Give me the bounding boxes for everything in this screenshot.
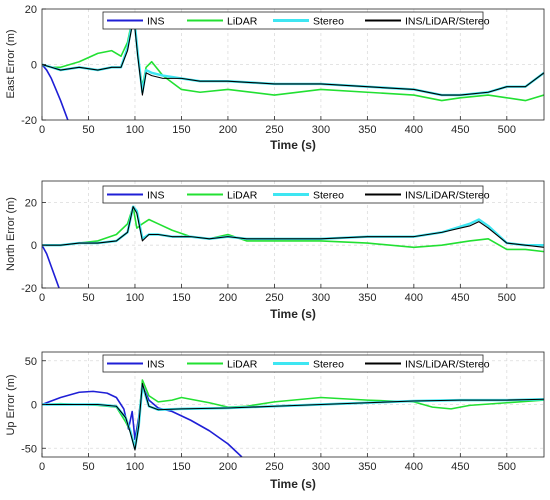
x-tick-label: 50: [82, 461, 94, 473]
x-tick-label: 150: [172, 292, 190, 304]
y-axis-label: Up Error (m): [5, 374, 17, 435]
x-tick-label: 350: [358, 124, 376, 136]
x-axis-label: Time (s): [270, 307, 316, 321]
x-tick-label: 50: [82, 292, 94, 304]
axes-box: [41, 180, 545, 289]
y-tick-label: 20: [25, 197, 37, 209]
legend-label: INS/LiDAR/Stereo: [405, 190, 490, 202]
x-tick-label: 350: [358, 292, 376, 304]
x-tick-label: 100: [126, 461, 144, 473]
y-tick-label: 20: [25, 4, 37, 16]
y-tick-label: -50: [21, 443, 37, 455]
x-tick-label: 400: [405, 124, 423, 136]
series-line-ins-lidar-stereo: [42, 206, 544, 248]
y-tick-label: -20: [21, 283, 37, 295]
legend-label: Stereo: [313, 359, 344, 371]
y-tick-label: 0: [31, 60, 37, 72]
x-axis-label: Time (s): [270, 477, 316, 491]
x-tick-label: 500: [498, 124, 516, 136]
x-tick-label: 300: [312, 292, 330, 304]
x-tick-label: 300: [312, 461, 330, 473]
series-line-ins: [42, 384, 243, 457]
series-line-ins: [42, 63, 69, 120]
series-line-ins-lidar-stereo: [42, 25, 544, 96]
x-tick-label: 100: [126, 124, 144, 136]
x-tick-label: 200: [219, 292, 237, 304]
x-tick-label: 0: [39, 292, 45, 304]
x-tick-label: 250: [265, 461, 283, 473]
series-group: [42, 205, 544, 288]
y-tick-label: 50: [25, 356, 37, 368]
x-tick-label: 100: [126, 292, 144, 304]
legend-label: INS/LiDAR/Stereo: [405, 16, 490, 28]
x-tick-label: 250: [265, 124, 283, 136]
legend-label: LiDAR: [227, 16, 258, 28]
series-group: [42, 379, 544, 457]
x-tick-label: 450: [451, 292, 469, 304]
series-line-lidar: [42, 19, 544, 102]
series-line-ins: [42, 244, 60, 288]
x-axis-label: Time (s): [270, 138, 316, 152]
y-tick-label: 0: [31, 240, 37, 252]
y-axis-label: East Error (m): [5, 29, 17, 98]
y-axis-label: North Error (m): [5, 197, 17, 271]
y-tick-label: -20: [21, 115, 37, 127]
x-tick-label: 150: [172, 124, 190, 136]
legend-label: INS: [147, 16, 165, 28]
x-tick-label: 450: [451, 461, 469, 473]
legend-label: Stereo: [313, 190, 344, 202]
series-group: [42, 19, 544, 120]
x-tick-label: 200: [219, 124, 237, 136]
y-tick-label: 0: [31, 400, 37, 412]
x-tick-label: 400: [405, 292, 423, 304]
x-tick-label: 200: [219, 461, 237, 473]
x-tick-label: 450: [451, 124, 469, 136]
x-tick-label: 400: [405, 461, 423, 473]
x-tick-label: 350: [358, 461, 376, 473]
subplot-2: 0 50 100 150 200 250 300 350 400 450 500-20020Time…: [5, 180, 545, 321]
legend: INS LiDAR Stereo INS/LiDAR/Stereo: [102, 354, 490, 373]
legend-label: INS: [147, 359, 165, 371]
legend-label: Stereo: [313, 16, 344, 28]
x-tick-label: 50: [82, 124, 94, 136]
subplot-1: 0 50 100 150 200 250 300 350 400 450 500-20020Time…: [5, 4, 545, 152]
x-tick-label: 0: [39, 124, 45, 136]
x-tick-label: 300: [312, 124, 330, 136]
legend-label: LiDAR: [227, 359, 258, 371]
x-tick-label: 0: [39, 461, 45, 473]
legend: INS LiDAR Stereo INS/LiDAR/Stereo: [102, 185, 490, 204]
x-tick-label: 150: [172, 461, 190, 473]
legend-label: INS: [147, 190, 165, 202]
legend-label: INS/LiDAR/Stereo: [405, 359, 490, 371]
legend: INS LiDAR Stereo INS/LiDAR/Stereo: [102, 11, 490, 30]
x-tick-label: 500: [498, 461, 516, 473]
x-tick-label: 250: [265, 292, 283, 304]
subplot-3: 0 50 100 150 200 250 300 350 400 450 500-50050Time…: [5, 351, 545, 491]
series-line-ins-lidar-stereo: [42, 382, 544, 451]
x-tick-label: 500: [498, 292, 516, 304]
legend-label: LiDAR: [227, 190, 258, 202]
